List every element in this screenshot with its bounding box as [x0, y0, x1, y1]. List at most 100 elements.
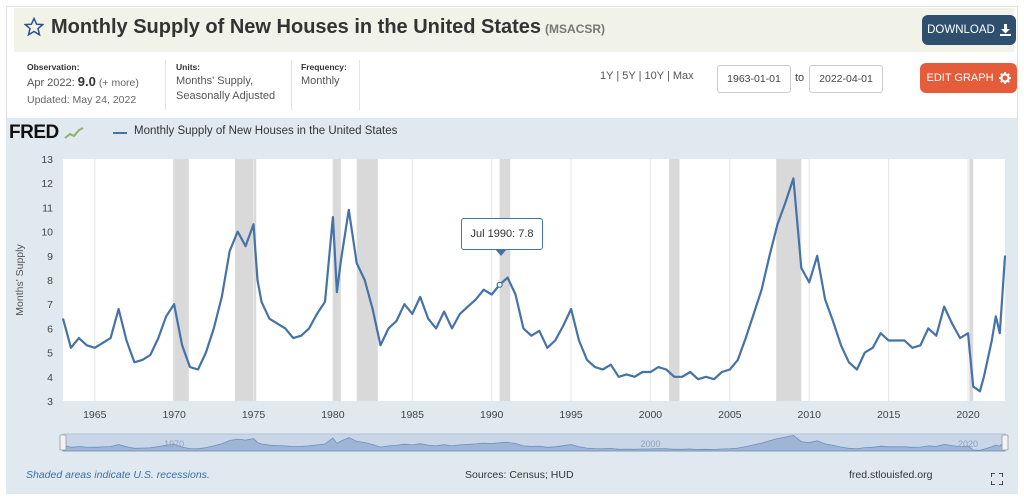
units-line-1: Months' Supply, — [176, 75, 254, 87]
range-separator: | — [616, 70, 620, 82]
data-point — [991, 339, 993, 342]
data-point — [189, 366, 191, 368]
y-tick-label: 7 — [47, 299, 53, 311]
star-icon[interactable] — [24, 17, 44, 37]
data-point — [983, 376, 985, 378]
recession-band — [669, 159, 680, 401]
data-point — [626, 373, 628, 375]
data-point — [562, 325, 564, 327]
data-point — [903, 339, 906, 342]
range-separator: | — [666, 70, 670, 82]
download-button[interactable]: DOWNLOAD — [922, 15, 1016, 45]
y-tick-label: 4 — [47, 372, 53, 384]
data-point — [633, 376, 636, 378]
data-point — [753, 313, 755, 315]
data-point — [761, 289, 763, 291]
data-point — [372, 308, 374, 310]
data-point — [586, 359, 588, 361]
x-tick-label: 1965 — [83, 409, 107, 421]
data-point — [411, 313, 413, 315]
recession-band — [356, 159, 378, 401]
navigator-handle[interactable] — [59, 434, 67, 451]
data-point — [864, 352, 866, 354]
data-point — [546, 347, 548, 349]
site-url[interactable]: fred.stlouisfed.org — [849, 469, 933, 481]
data-point — [125, 339, 128, 342]
data-point — [602, 368, 604, 371]
legend-swatch — [113, 132, 127, 134]
recession-band — [234, 159, 257, 401]
y-tick-label: 5 — [47, 348, 53, 360]
y-axis-label: Months' Supply — [14, 244, 26, 316]
x-tick-label: 1970 — [162, 409, 186, 421]
data-point — [213, 327, 215, 329]
data-point — [665, 368, 667, 371]
data-point — [729, 368, 731, 371]
updated-date: Updated: May 24, 2022 — [27, 94, 137, 106]
data-point — [316, 313, 318, 315]
y-tick-label: 13 — [41, 154, 53, 166]
graph-panel: FRED Monthly Supply of New Houses in the… — [6, 118, 1018, 494]
data-point — [427, 318, 429, 320]
observation-more-link[interactable]: (+ more) — [98, 77, 139, 89]
edit-graph-button[interactable]: EDIT GRAPH — [920, 63, 1017, 93]
x-tick-label: 2010 — [798, 409, 822, 421]
range-max[interactable]: Max — [672, 70, 694, 82]
download-label: DOWNLOAD — [927, 24, 995, 36]
legend-label: Monthly Supply of New Houses in the Unit… — [134, 125, 398, 137]
data-point — [530, 335, 532, 337]
data-point — [491, 293, 493, 296]
data-point — [808, 281, 810, 284]
data-point — [78, 337, 80, 339]
navigator-handle[interactable] — [1001, 434, 1009, 451]
meta-divider — [291, 60, 292, 110]
data-point — [165, 315, 167, 317]
data-point — [514, 293, 517, 296]
data-point — [340, 260, 342, 262]
x-tick-label: 1985 — [401, 409, 425, 421]
data-point — [697, 378, 699, 380]
navigator-series — [62, 434, 1006, 452]
recession-band — [969, 159, 974, 401]
fred-logo-text: FRED — [9, 122, 59, 143]
data-point — [86, 344, 88, 346]
tooltip-date: Jul 1990: — [470, 228, 516, 240]
series-title: Monthly Supply of New Houses in the Unit… — [51, 16, 542, 38]
chart[interactable]: 3 4 5 6 7 8 9 10 11 12 13 1965 1970 1975 1980 1985 1990 1… — [6, 118, 1018, 494]
sources-text: Sources: Census; HUD — [465, 469, 574, 481]
data-point — [840, 344, 842, 346]
data-point — [880, 332, 882, 334]
fullscreen-icon[interactable] — [991, 473, 1003, 485]
data-point — [403, 303, 405, 305]
data-point — [570, 308, 572, 310]
data-point — [133, 361, 136, 363]
range-10y[interactable]: 10Y — [644, 70, 664, 82]
data-point — [745, 337, 747, 339]
navigator-tick-label: 2020 — [958, 439, 978, 449]
data-point — [157, 337, 159, 339]
range-1y[interactable]: 1Y — [600, 70, 614, 82]
data-point — [197, 368, 199, 371]
y-tick-label: 9 — [47, 251, 53, 263]
frequency-value: Monthly — [301, 75, 340, 87]
data-point — [117, 308, 120, 310]
end-date-input[interactable]: 2022-04-01 — [809, 65, 883, 93]
x-tick-label: 2005 — [718, 409, 742, 421]
data-point — [379, 344, 382, 346]
data-point — [229, 250, 231, 252]
data-point — [292, 337, 294, 339]
hover-marker — [496, 281, 503, 288]
x-tick-label: 2000 — [639, 409, 663, 421]
y-tick-label: 3 — [47, 396, 53, 408]
data-point — [256, 279, 259, 281]
page-title: Monthly Supply of New Houses in the Unit… — [51, 16, 605, 39]
gear-icon — [998, 72, 1011, 84]
data-point — [66, 332, 68, 334]
range-5y[interactable]: 5Y — [622, 70, 636, 82]
start-date-input[interactable]: 1963-01-01 — [717, 65, 791, 93]
data-point — [554, 339, 556, 342]
data-point — [308, 327, 310, 329]
range-separator: | — [638, 70, 642, 82]
units-line-2: Seasonally Adjusted — [176, 90, 276, 102]
data-point — [62, 318, 64, 320]
